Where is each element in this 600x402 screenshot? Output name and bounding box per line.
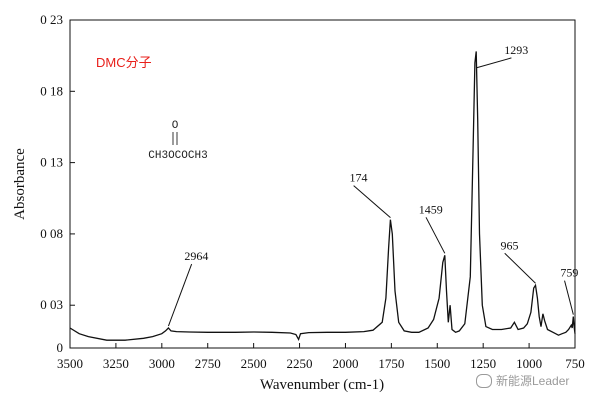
peak-label-1459: 1459 xyxy=(419,202,443,216)
peak-leader-line xyxy=(476,57,512,69)
x-tick-label: 1000 xyxy=(516,356,542,371)
x-tick-label: 2500 xyxy=(241,356,267,371)
peak-leader-line xyxy=(425,217,446,254)
watermark-text: 新能源Leader xyxy=(496,374,570,388)
y-axis-ticks: 0 0 03 0 08 0 13 0 18 0 23 xyxy=(40,12,75,355)
peak-label-1293: 1293 xyxy=(504,43,528,57)
y-tick-label: 0 18 xyxy=(40,83,63,98)
plot-frame xyxy=(69,19,576,349)
peak-leader-line xyxy=(504,252,536,284)
peak-label-2964: 2964 xyxy=(184,249,208,263)
molecule-formula: CH3OCOCH3 xyxy=(148,150,207,162)
y-axis-label: Absorbance xyxy=(12,148,28,220)
y-tick-label: 0 xyxy=(57,340,64,355)
y-tick-label: 0 13 xyxy=(40,155,63,170)
x-tick-label: 2750 xyxy=(195,356,221,371)
x-axis-label: Wavenumber (cm-1) xyxy=(260,377,384,393)
x-tick-label: 3000 xyxy=(149,356,175,371)
x-tick-label: 750 xyxy=(565,356,585,371)
peak-leader-line xyxy=(353,185,391,219)
y-tick-label: 0 03 xyxy=(40,297,63,312)
x-axis-ticks: 3500 3250 3000 2750 2500 2250 2000 1750 1500 1250… xyxy=(57,343,585,371)
watermark: 新能源Leader xyxy=(476,372,569,389)
overlay-title: DMC分子 xyxy=(96,55,152,70)
x-tick-label: 2000 xyxy=(332,356,358,371)
peak-label-759: 759 xyxy=(560,266,578,280)
peak-leader-line xyxy=(564,280,574,315)
x-tick-label: 3250 xyxy=(103,356,129,371)
x-tick-label: 1500 xyxy=(424,356,450,371)
x-tick-label: 2250 xyxy=(287,356,313,371)
peak-label-965: 965 xyxy=(501,238,519,252)
spectrum-line xyxy=(69,51,576,342)
y-tick-label: 0 08 xyxy=(40,226,63,241)
peak-label-174: 174 xyxy=(349,171,367,185)
x-tick-label: 1750 xyxy=(378,356,404,371)
peak-leader-line xyxy=(167,263,193,327)
wechat-icon xyxy=(476,373,492,388)
molecule-carbonyl-o: O xyxy=(172,120,179,132)
x-tick-label: 1250 xyxy=(470,356,496,371)
peak-annotations: 2964 174 1459 1293 965 759 xyxy=(167,43,578,327)
x-tick-label: 3500 xyxy=(57,356,83,371)
y-tick-label: 0 23 xyxy=(40,12,63,27)
